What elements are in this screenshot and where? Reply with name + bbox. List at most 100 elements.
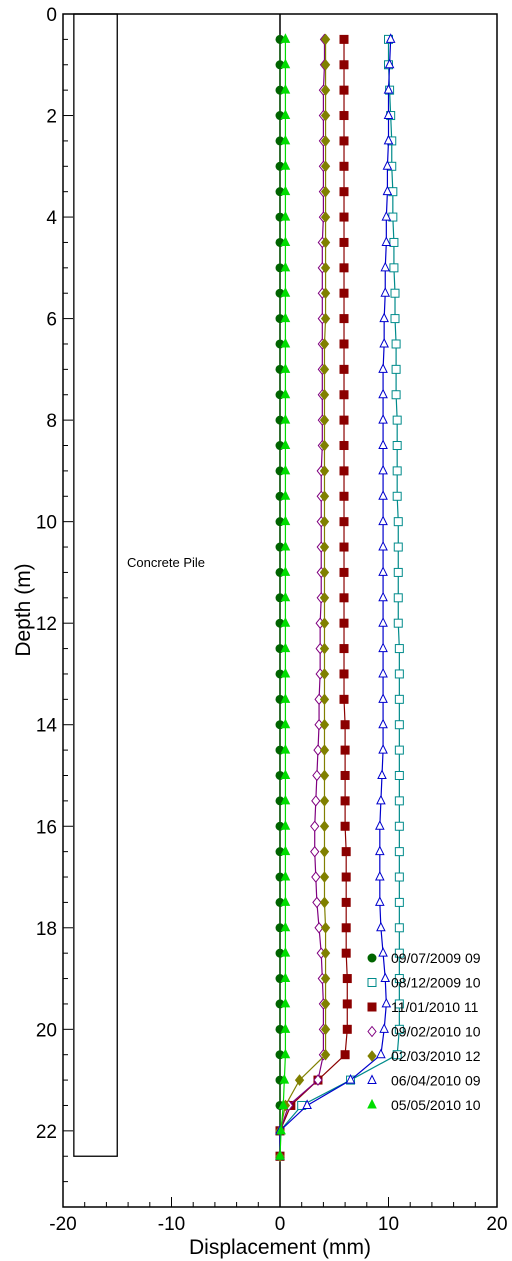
legend-marker [367,978,377,987]
data-point [320,58,331,71]
data-point [342,974,352,984]
data-point [381,997,392,1008]
data-point [394,644,404,654]
data-point [319,668,330,680]
data-point [383,134,394,145]
data-point [394,694,404,704]
data-point [275,1150,285,1160]
data-point [394,669,404,679]
data-point [319,744,330,756]
y-tick-label: 0 [46,5,57,26]
data-point [339,85,349,95]
data-point [378,667,388,678]
data-point [342,1024,352,1034]
y-tick-label: 10 [36,513,57,534]
data-point [376,921,386,932]
data-point [339,466,349,476]
y-tick-label: 8 [46,411,57,432]
y-tick-label: 4 [46,208,57,229]
data-point [380,261,391,272]
data-point [378,414,388,424]
data-point [377,769,387,779]
data-point [385,33,396,43]
data-point [280,1048,291,1059]
data-point [319,896,330,909]
data-point [280,870,291,881]
data-point [339,314,349,324]
data-point [393,567,403,577]
data-point [393,593,403,603]
data-point [382,185,393,196]
data-point [280,160,291,170]
data-point [382,160,393,170]
data-point [339,669,349,679]
legend: 09/07/2009 09 08/12/2009 10 11/01/2010 11 0… [367,950,481,1113]
legend-marker [367,1025,377,1038]
data-point [340,770,350,780]
data-point [319,820,330,833]
data-point [394,796,404,806]
data-point [394,770,404,780]
data-point [378,947,388,957]
data-point [280,642,291,653]
data-point [280,718,291,729]
data-point [391,339,401,349]
data-point [345,1073,356,1084]
legend-marker [367,1002,377,1012]
data-point [341,948,351,958]
data-point [383,84,394,94]
data-point [320,160,331,173]
series-layer [275,33,404,1163]
legend-marker [367,1050,377,1062]
x-tick-label: -20 [49,1214,76,1235]
data-point [280,947,291,957]
data-point [320,211,331,223]
data-point [379,312,389,323]
data-point [319,769,330,782]
data-point [341,897,351,907]
data-point [280,464,291,475]
data-point [339,60,349,70]
data-point [319,541,330,553]
data-point [280,617,291,627]
data-point [276,1124,286,1135]
data-point [394,897,404,907]
data-point [378,363,388,373]
data-point [380,972,391,983]
data-point [320,1023,331,1036]
data-point [378,439,388,450]
x-axis-title: Displacement (mm) [189,1236,371,1259]
data-point [394,999,404,1009]
data-point [280,287,291,297]
data-point [311,871,321,883]
data-point [319,566,330,579]
data-point [319,592,330,604]
x-tick-label: 20 [486,1214,507,1235]
data-point [320,947,331,959]
data-point [319,515,330,528]
legend-marker [367,1074,377,1084]
y-tick-label: 2 [46,107,57,128]
data-point [280,845,291,856]
data-point [302,1099,312,1109]
data-point [378,515,388,526]
data-point [319,617,330,629]
data-point [342,999,352,1009]
data-point [278,1099,289,1109]
legend-label: 05/05/2010 10 [391,1097,481,1113]
series-6 [275,33,396,1160]
data-point [393,618,403,628]
data-point [339,339,349,349]
data-point [394,1024,404,1034]
data-point [339,237,349,247]
data-point [339,111,349,121]
data-point [320,84,331,96]
data-point [319,718,330,731]
data-point [339,288,349,298]
data-point [320,312,331,325]
data-point [311,795,321,807]
data-point [280,794,291,805]
data-point [319,363,330,376]
data-point [394,847,404,857]
data-point [320,921,331,934]
